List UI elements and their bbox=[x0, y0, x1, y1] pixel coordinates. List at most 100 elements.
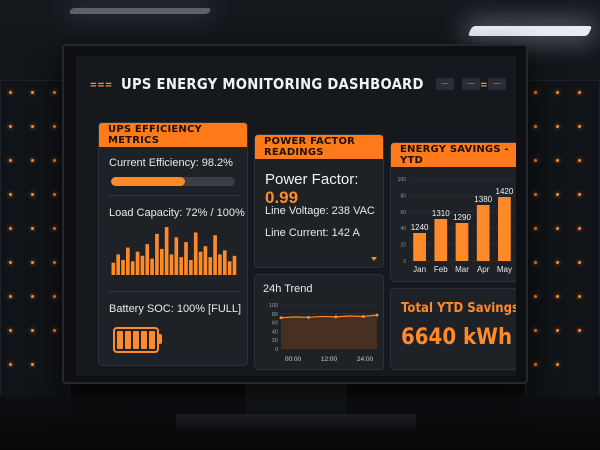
savings-y-tick: 60 bbox=[400, 210, 406, 216]
savings-y-tick: 100 bbox=[398, 177, 407, 183]
rack-led bbox=[9, 159, 12, 162]
histogram-bar bbox=[140, 255, 145, 275]
rack-led bbox=[31, 363, 34, 366]
rack-led bbox=[556, 91, 559, 94]
histogram-bar bbox=[126, 247, 130, 275]
rack-led bbox=[578, 125, 581, 128]
savings-panel: ENERGY SAVINGS - YTD 100 80 60 40 20 0 1240 Jan… bbox=[390, 142, 516, 282]
histogram-bar bbox=[155, 233, 159, 275]
rack-led bbox=[556, 329, 559, 332]
rack-led bbox=[534, 329, 537, 332]
rack-led bbox=[31, 329, 34, 332]
battery-cell bbox=[117, 331, 123, 349]
rack-led bbox=[53, 329, 56, 332]
histogram-bar bbox=[213, 235, 217, 275]
trend-chart: 100 80 60 40 20 0 00:00 12:00 24:00 bbox=[269, 303, 379, 363]
power-factor-readout: Power Factor: 0.99 bbox=[265, 171, 383, 208]
trend-y-tick: 100 bbox=[269, 303, 278, 309]
monitor-stand bbox=[246, 384, 346, 418]
histogram-bar bbox=[208, 257, 213, 275]
rack-led bbox=[578, 159, 581, 162]
savings-data-label: 1290 bbox=[453, 213, 471, 222]
rack-led bbox=[53, 193, 56, 196]
trend-y-tick: 60 bbox=[272, 321, 278, 327]
rack-led bbox=[578, 261, 581, 264]
trend-area bbox=[281, 315, 377, 349]
histogram-bar bbox=[184, 242, 188, 275]
page-title: UPS ENERGY MONITORING DASHBOARD bbox=[120, 75, 424, 93]
power-factor-label: Power Factor: bbox=[265, 171, 359, 188]
rack-led bbox=[534, 193, 537, 196]
rack-led bbox=[9, 329, 12, 332]
header-decoration-left: === bbox=[90, 77, 113, 91]
savings-bar-chart: 100 80 60 40 20 0 1240 Jan 1310 Feb 1290 Mar 1380 Apr… bbox=[398, 177, 515, 274]
battery-cell bbox=[149, 331, 155, 349]
ceiling-light bbox=[467, 26, 593, 36]
server-rack-left bbox=[0, 80, 70, 400]
rack-led bbox=[53, 159, 56, 162]
expand-arrow-icon[interactable] bbox=[371, 257, 377, 261]
trend-x-tick: 24:00 bbox=[357, 356, 374, 363]
histogram-bar bbox=[111, 262, 116, 275]
ceiling-light bbox=[68, 8, 212, 14]
savings-y-tick: 40 bbox=[400, 226, 406, 232]
rack-led bbox=[534, 159, 537, 162]
savings-y-tick: 0 bbox=[403, 259, 406, 265]
histogram-bar bbox=[218, 254, 222, 275]
rack-led bbox=[556, 227, 559, 230]
rack-led bbox=[53, 295, 56, 298]
divider bbox=[107, 291, 241, 292]
rack-led bbox=[31, 91, 34, 94]
rack-led bbox=[9, 91, 12, 94]
divider bbox=[107, 195, 241, 196]
histogram-bar bbox=[121, 259, 125, 275]
trend-point bbox=[361, 314, 365, 318]
minimize-button[interactable]: — bbox=[436, 78, 454, 90]
histogram-bar bbox=[130, 261, 135, 275]
savings-data-label: 1420 bbox=[496, 187, 514, 196]
efficiency-panel: UPS EFFICIENCY METRICS Current Efficienc… bbox=[98, 122, 248, 366]
power-factor-panel: POWER FACTOR READINGS Power Factor: 0.99… bbox=[254, 134, 384, 268]
trend-point bbox=[334, 315, 338, 319]
rack-led bbox=[9, 261, 12, 264]
trend-point bbox=[279, 316, 283, 320]
efficiency-progress-bar bbox=[111, 177, 235, 186]
savings-heading: ENERGY SAVINGS - YTD bbox=[391, 143, 516, 167]
rack-led bbox=[53, 125, 56, 128]
restore-button[interactable]: — bbox=[462, 78, 480, 90]
load-histogram bbox=[111, 227, 237, 275]
battery-full-icon bbox=[113, 327, 159, 353]
savings-bar bbox=[476, 205, 490, 261]
savings-category-label: Apr bbox=[477, 265, 490, 274]
histogram-bar bbox=[174, 237, 179, 275]
histogram-bar bbox=[232, 255, 237, 275]
rack-led bbox=[556, 159, 559, 162]
rack-led bbox=[556, 261, 559, 264]
savings-bar bbox=[498, 197, 511, 261]
power-factor-heading: POWER FACTOR READINGS bbox=[255, 135, 383, 159]
rack-led bbox=[578, 91, 581, 94]
histogram-bar bbox=[150, 258, 154, 275]
rack-led bbox=[578, 295, 581, 298]
rack-led bbox=[556, 363, 559, 366]
rack-led bbox=[31, 193, 34, 196]
rack-led bbox=[534, 227, 537, 230]
rack-led bbox=[31, 159, 34, 162]
rack-led bbox=[578, 329, 581, 332]
window-controls: — — — bbox=[436, 78, 506, 90]
battery-cell bbox=[133, 331, 139, 349]
savings-category-label: Mar bbox=[455, 265, 469, 274]
trend-y-tick: 0 bbox=[275, 347, 278, 353]
close-button[interactable]: — bbox=[488, 78, 506, 90]
monitor: === UPS ENERGY MONITORING DASHBOARD === … bbox=[62, 44, 528, 384]
savings-category-label: May bbox=[497, 265, 512, 274]
savings-y-tick: 20 bbox=[400, 243, 406, 249]
savings-bar bbox=[434, 219, 448, 261]
trend-line bbox=[280, 314, 378, 319]
trend-point bbox=[375, 313, 379, 317]
savings-data-label: 1310 bbox=[432, 209, 450, 218]
rack-led bbox=[31, 295, 34, 298]
line-current: Line Current: 142 A bbox=[265, 227, 360, 239]
histogram-bar bbox=[179, 257, 183, 275]
rack-led bbox=[534, 363, 537, 366]
